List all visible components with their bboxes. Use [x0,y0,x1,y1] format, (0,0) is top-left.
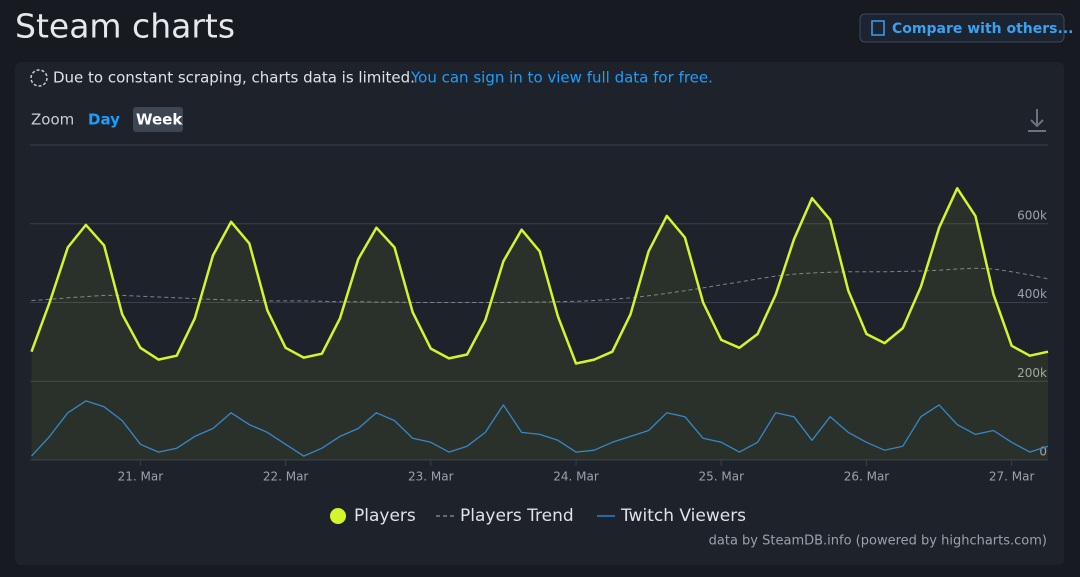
y-tick-label: 0 [1039,445,1047,459]
button-frame [859,13,1065,43]
y-tick-label: 200k [1017,366,1047,380]
x-tick-label: 21. Mar [118,470,164,484]
download-icon[interactable] [1028,109,1046,132]
page-title: Steam charts [15,7,235,46]
sign-in-link[interactable]: You can sign in to view full data for fr… [410,69,713,87]
x-tick-label: 27. Mar [989,470,1035,484]
legend-label[interactable]: Players Trend [460,506,574,526]
credits: data by SteamDB.info (powered by highcha… [709,534,1047,549]
zoom-label: Zoom [31,111,74,129]
zoom-day[interactable]: Day [88,111,120,129]
button-icon [871,20,885,36]
y-tick-label: 400k [1017,287,1047,301]
zoom-week-bg [133,107,183,132]
button-label[interactable]: Compare with others... [892,21,1073,37]
notice-icon [30,69,48,87]
y-tick-label: 600k [1017,208,1047,222]
legend-label[interactable]: Twitch Viewers [620,506,746,526]
legend-label[interactable]: Players [354,506,416,526]
compare-button[interactable]: Compare with others... [859,13,1073,43]
x-tick-label: 26. Mar [844,470,890,484]
x-tick-label: 25. Mar [698,470,744,484]
series-area [31,188,1049,461]
series-line [31,400,1049,457]
x-tick-label: 22. Mar [263,470,309,484]
zoom-week[interactable]: Week [136,111,183,129]
series-line [30,187,1049,365]
notice-text: Due to constant scraping, charts data is… [53,69,415,87]
legend-symbol [330,508,346,524]
download-arrow [1030,119,1044,128]
x-tick-label: 24. Mar [553,470,599,484]
x-tick-label: 23. Mar [408,470,454,484]
